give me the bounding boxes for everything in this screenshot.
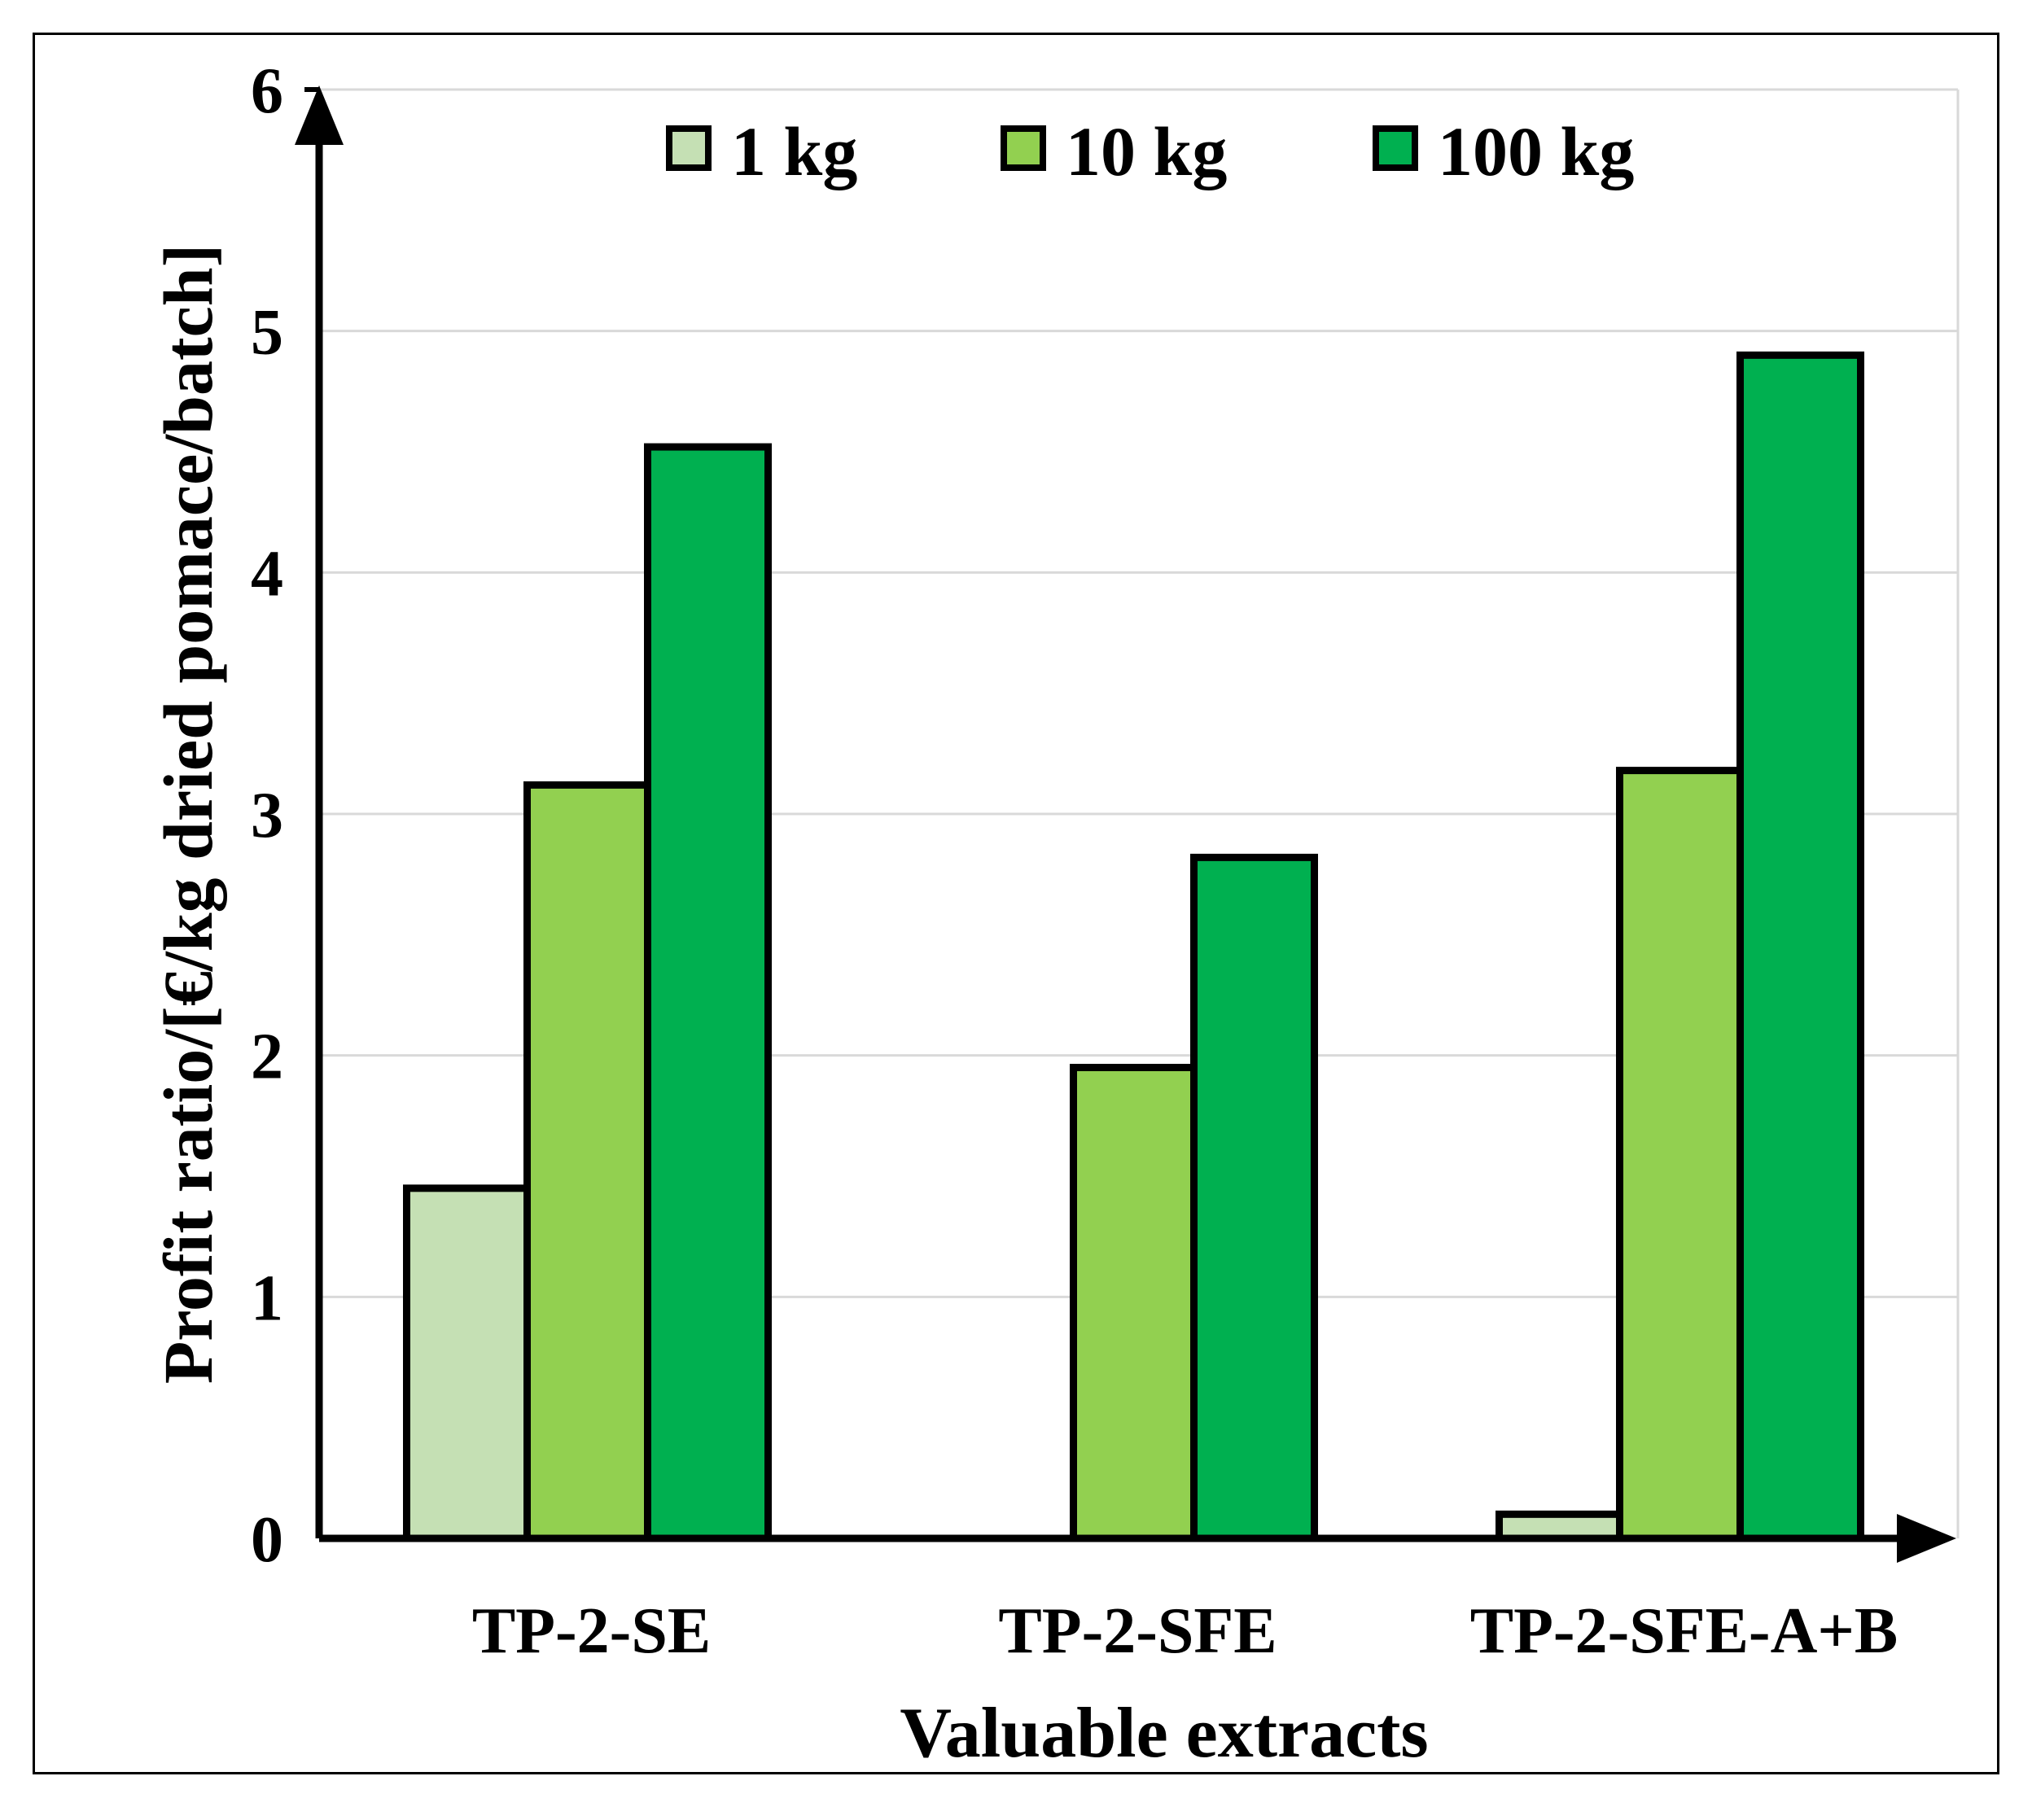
x-axis-title: Valuable extracts: [900, 1694, 1428, 1773]
x-tick-label: TP-2-SE: [472, 1595, 711, 1667]
bars: [403, 351, 1864, 1542]
x-tick-label: TP-2-SFE: [998, 1595, 1277, 1667]
bar-100kg-tp-2-sfe: [1190, 853, 1318, 1542]
bar-10kg-tp-2-sfe: [1070, 1064, 1198, 1542]
y-tick-label: 5: [251, 297, 283, 369]
bar-1kg-tp-2-se: [403, 1184, 531, 1542]
legend: 1 kg 10 kg 100 kg: [666, 112, 1634, 190]
legend-swatch: [1001, 125, 1046, 171]
x-axis-arrow: [1897, 1514, 1956, 1563]
x-tick-labels: TP-2-SE TP-2-SFE TP-2-SFE-A+B: [472, 1595, 1898, 1667]
y-tick-label: 6: [251, 55, 283, 127]
legend-label: 100 kg: [1438, 112, 1634, 190]
bar-100kg-tp-2-sfe-a+b: [1736, 351, 1864, 1542]
y-axis-arrow: [295, 85, 344, 145]
x-tick-label: TP-2-SFE-A+B: [1470, 1595, 1898, 1667]
legend-label: 10 kg: [1066, 112, 1227, 190]
y-tick-label: 2: [251, 1022, 283, 1093]
legend-swatch: [666, 125, 712, 171]
y-tick-label: 4: [251, 538, 283, 610]
bar-10kg-tp-2-sfe-a+b: [1616, 767, 1744, 1542]
y-tick-label: 3: [251, 780, 283, 851]
y-axis-title: Profit ratio/[€/kg dried pomace/batch]: [149, 244, 227, 1384]
bar-10kg-tp-2-se: [523, 781, 651, 1542]
bar-100kg-tp-2-se: [644, 443, 772, 1542]
y-tick-label: 0: [251, 1504, 283, 1576]
axes: [295, 85, 1956, 1563]
y-tick-labels: 0 1 2 3 4 5 6: [251, 55, 283, 1576]
legend-swatch: [1373, 125, 1418, 171]
legend-label: 1 kg: [731, 112, 857, 190]
y-tick-label: 1: [251, 1262, 283, 1334]
